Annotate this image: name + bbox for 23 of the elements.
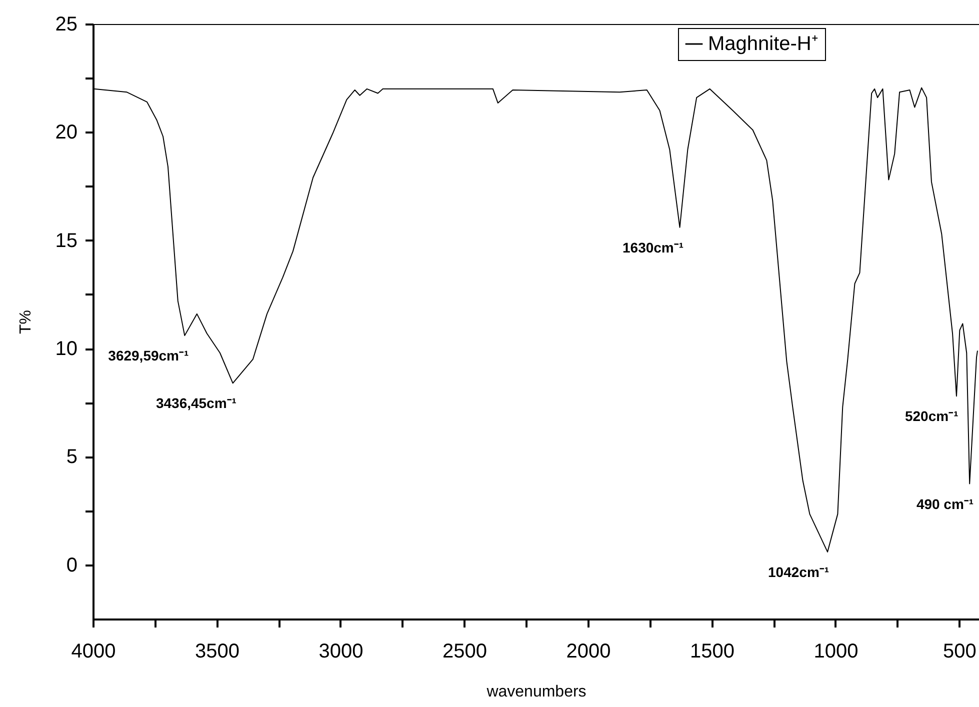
annotation: 3436,45cm⁻¹ [156,395,237,412]
annotation: 3629,59cm⁻¹ [108,348,189,364]
y-axis-title: T% [17,310,34,334]
annotation: 520cm⁻¹ [904,408,959,424]
y-tick-label: 0 [66,554,78,576]
annotation: 1042cm⁻¹ [768,564,830,580]
x-tick-label: 2500 [442,640,487,662]
x-tick-label: 1500 [690,640,734,662]
x-tick-label: 4000 [71,640,116,662]
annotation: 490 cm⁻¹ [916,496,974,512]
y-tick-label: 10 [55,338,78,360]
x-tick-label: 500 [943,640,976,662]
legend-label: Maghnite-H⁺ [708,33,818,55]
y-tick-label: 20 [55,122,78,144]
x-tick-label: 1000 [814,640,858,662]
y-tick-label: 15 [55,230,78,252]
x-tick-label: 3500 [194,640,240,662]
x-tick-label: 3000 [318,640,364,662]
x-tick-label: 2000 [566,640,611,662]
y-tick-label: 25 [55,14,78,36]
y-tick-label: 5 [66,446,78,468]
x-axis-title: wavenumbers [486,684,586,700]
annotation: 1630cm⁻¹ [622,239,684,256]
